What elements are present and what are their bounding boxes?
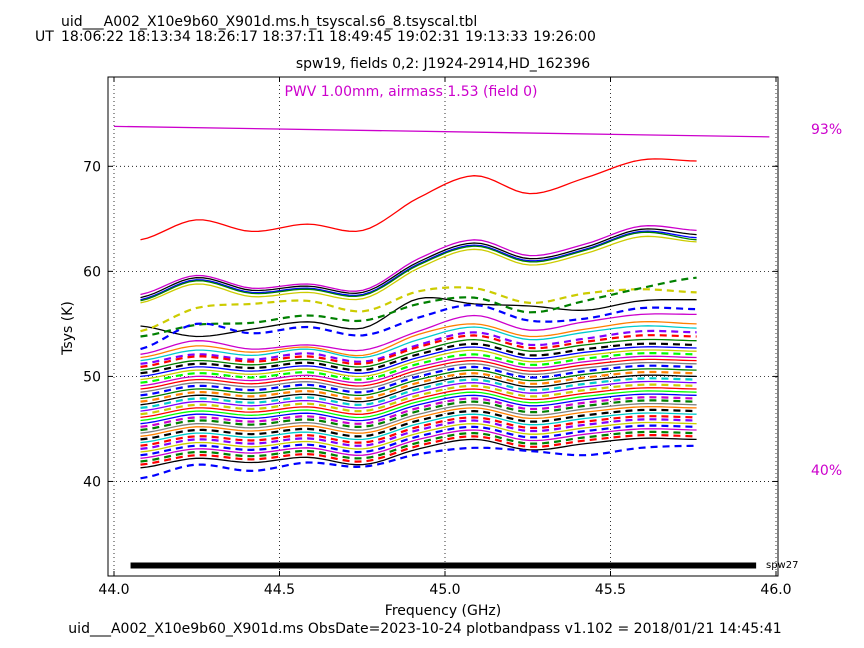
overlays <box>113 125 770 569</box>
y-tick-label: 60 <box>83 264 101 280</box>
tsys-series-line <box>140 334 697 368</box>
atm-transmission-line <box>113 125 770 138</box>
tsys-series-line <box>140 396 697 428</box>
tsys-series-line <box>140 276 697 338</box>
x-tick-label: 45.0 <box>429 582 460 598</box>
transmission-top-label: 93% <box>811 122 843 138</box>
tsys-series-line <box>140 437 697 469</box>
tick-labels: 44.0 44.5 45.0 45.5 46.0 40 50 60 70 <box>83 159 791 598</box>
tsys-series-line <box>140 418 697 450</box>
tsys-series-line <box>140 286 697 333</box>
x-tick-label: 44.5 <box>264 582 295 598</box>
spw-tag: spw27 <box>766 560 799 571</box>
ut-time: 18:49:45 <box>329 29 392 45</box>
tsys-series-line <box>140 342 697 375</box>
tsys-series-line <box>140 424 697 457</box>
y-tick-label: 70 <box>83 159 101 175</box>
tsys-series-line <box>140 387 697 419</box>
tsys-series-line <box>140 415 697 447</box>
x-tick-label: 46.0 <box>760 582 791 598</box>
tsys-series-line <box>140 393 697 425</box>
ut-time: 19:02:31 <box>397 29 460 45</box>
x-tick-label: 44.0 <box>98 582 129 598</box>
tsys-series-line <box>140 370 697 403</box>
tsys-series-line <box>140 390 697 422</box>
series-group <box>140 158 697 480</box>
ut-time: 18:13:34 <box>128 29 191 45</box>
x-tick-label: 45.5 <box>595 582 626 598</box>
plot-frame <box>107 76 779 577</box>
tsys-series-line <box>140 225 697 296</box>
tsys-series-line <box>140 361 697 393</box>
tsys-series-line <box>140 399 697 432</box>
tsys-series-line <box>140 430 697 463</box>
tsys-series-line <box>140 383 697 416</box>
tsys-series-line <box>140 402 697 434</box>
tsys-series-line <box>140 358 697 390</box>
tsys-series-line <box>140 408 697 441</box>
tsys-series-line <box>140 346 697 378</box>
tsys-series-line <box>140 230 697 301</box>
tsys-series-line <box>140 320 697 359</box>
tsys-series-line <box>140 235 697 304</box>
tsys-series-line <box>140 428 697 459</box>
tsys-series-line <box>140 158 697 241</box>
footer-info: uid___A002_X10e9b60_X901d.ms ObsDate=202… <box>68 621 782 637</box>
tsys-series-line <box>140 368 697 400</box>
tsys-series-line <box>140 406 697 437</box>
tsys-series-line <box>140 338 697 371</box>
tsys-series-line <box>140 421 697 453</box>
y-tick-label: 40 <box>83 474 101 490</box>
ut-time: 18:26:17 <box>195 29 258 45</box>
tsys-series-line <box>140 349 697 381</box>
tsys-series-line <box>140 377 697 409</box>
tsys-series-line <box>140 296 697 338</box>
ut-time: 18:06:22 <box>61 29 124 45</box>
ut-time: 19:13:33 <box>465 29 528 45</box>
tsys-series-line <box>140 434 697 466</box>
ut-time: 18:37:11 <box>262 29 325 45</box>
tsys-series-line <box>140 325 697 362</box>
chart-title: spw19, fields 0,2: J1924-2914,HD_162396 <box>295 56 591 72</box>
ut-label: UT <box>35 29 54 45</box>
tick-marks <box>108 77 778 576</box>
file-title: uid___A002_X10e9b60_X901d.ms.h_tsyscal.s… <box>61 14 478 30</box>
tsys-series-line <box>140 380 697 412</box>
y-tick-label: 50 <box>83 369 101 385</box>
tsys-series-line <box>140 412 697 444</box>
transmission-bottom-label: 40% <box>811 463 843 479</box>
ut-time: 19:26:00 <box>533 29 596 45</box>
tsys-series-line <box>140 303 697 351</box>
y-axis-label: Tsys (K) <box>60 301 76 355</box>
x-axis-label: Frequency (GHz) <box>384 603 502 619</box>
tsys-series-line <box>140 374 697 406</box>
tsys-series-line <box>140 352 697 384</box>
tsys-series-line <box>140 228 697 299</box>
tsys-series-line <box>140 364 697 397</box>
tsys-series-line <box>140 444 697 480</box>
tsys-series-line <box>140 231 697 302</box>
pwv-annotation: PWV 1.00mm, airmass 1.53 (field 0) <box>284 84 538 100</box>
tsys-series-line <box>140 329 697 365</box>
tsys-series-line <box>140 313 697 355</box>
tsys-series-line <box>140 355 697 387</box>
